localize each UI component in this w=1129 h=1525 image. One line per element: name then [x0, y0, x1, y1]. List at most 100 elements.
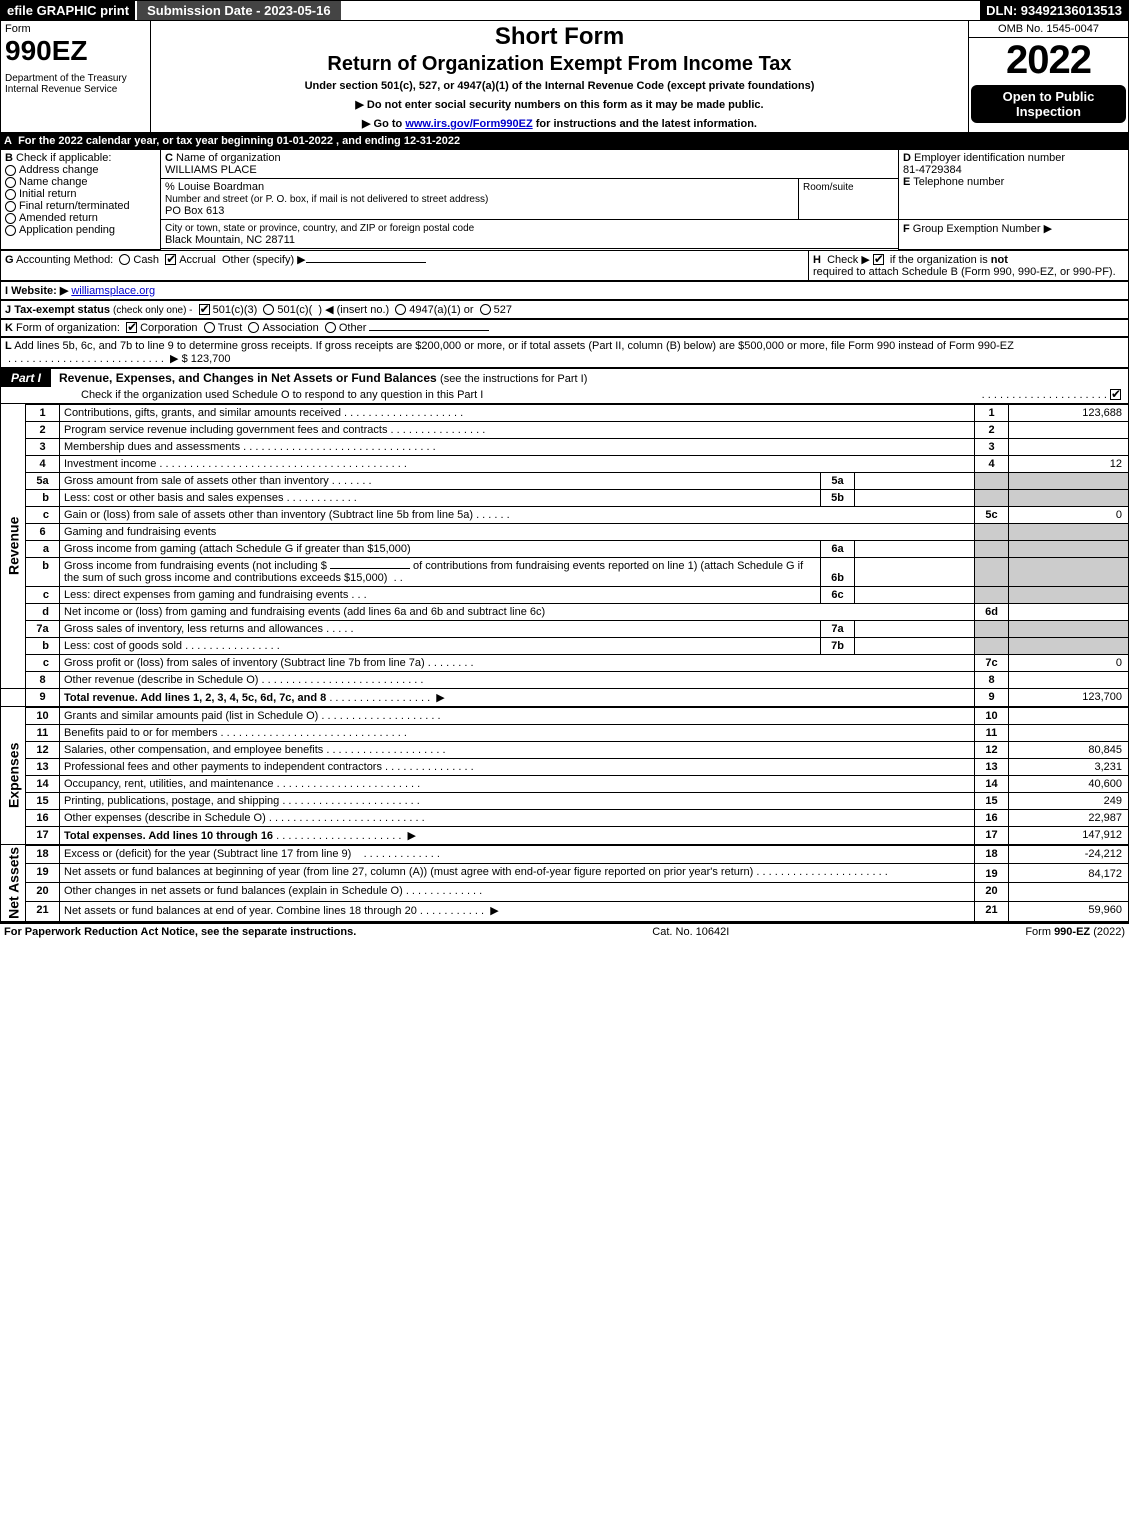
ln-1: 1 — [26, 404, 60, 421]
other-org-input[interactable] — [369, 330, 489, 331]
chk-501c3[interactable] — [199, 304, 210, 315]
mn-6a: 6a — [821, 540, 855, 557]
val-9: 123,700 — [1009, 688, 1129, 707]
ln-6d: d — [26, 603, 60, 620]
val-1: 123,688 — [1009, 404, 1129, 421]
desc-6: Gaming and fundraising events — [64, 526, 216, 538]
desc-8: Other revenue (describe in Schedule O) — [64, 674, 258, 686]
revenue-label: Revenue — [1, 404, 26, 688]
j-label: Tax-exempt status — [14, 304, 110, 316]
chk-name-change[interactable] — [5, 177, 16, 188]
desc-9: Total revenue. Add lines 1, 2, 3, 4, 5c,… — [64, 692, 326, 704]
desc-12: Salaries, other compensation, and employ… — [64, 744, 323, 756]
care-of: % Louise Boardman — [165, 181, 264, 193]
chk-501c[interactable] — [263, 304, 274, 315]
mv-6a — [855, 540, 975, 557]
mn-6c: 6c — [821, 586, 855, 603]
desc-6d: Net income or (loss) from gaming and fun… — [64, 606, 545, 618]
desc-14: Occupancy, rent, utilities, and maintena… — [64, 778, 274, 790]
chk-corp[interactable] — [126, 322, 137, 333]
ln-5c: c — [26, 506, 60, 523]
rn-2: 2 — [975, 421, 1009, 438]
opt-application-pending: Application pending — [19, 224, 115, 236]
chk-accrual[interactable] — [165, 254, 176, 265]
opt-name-change: Name change — [19, 176, 88, 188]
ln-6a: a — [26, 540, 60, 557]
efile-label[interactable]: efile GRAPHIC print — [1, 1, 135, 20]
page-footer: For Paperwork Reduction Act Notice, see … — [0, 922, 1129, 940]
ln-12: 12 — [26, 741, 60, 758]
opt-corp: Corporation — [140, 322, 197, 334]
desc-6b-1: Gross income from fundraising events (no… — [64, 560, 327, 572]
i-label: Website: ▶ — [11, 285, 68, 297]
mv-6c — [855, 586, 975, 603]
dln-label: DLN: 93492136013513 — [980, 1, 1128, 20]
chk-assoc[interactable] — [248, 322, 259, 333]
opt-other-org: Other — [339, 322, 367, 334]
ln-18: 18 — [26, 845, 60, 864]
room-label: Room/suite — [803, 182, 854, 193]
footer-mid: Cat. No. 10642I — [652, 926, 729, 938]
val-20 — [1009, 883, 1129, 902]
opt-final-return: Final return/terminated — [19, 200, 130, 212]
chk-schedule-o-part1[interactable] — [1110, 389, 1121, 400]
ein-value: 81-4729384 — [903, 164, 962, 176]
mn-5a: 5a — [821, 472, 855, 489]
gross-receipts: 123,700 — [191, 353, 231, 365]
opt-address-change: Address change — [19, 164, 99, 176]
chk-527[interactable] — [480, 304, 491, 315]
street-value: PO Box 613 — [165, 205, 224, 217]
rn-7c: 7c — [975, 654, 1009, 671]
other-method-input[interactable] — [306, 262, 426, 263]
mv-7a — [855, 620, 975, 637]
opt-initial-return: Initial return — [19, 188, 76, 200]
desc-20: Other changes in net assets or fund bala… — [64, 885, 403, 897]
ln-7b: b — [26, 637, 60, 654]
opt-accrual: Accrual — [179, 254, 216, 266]
part1-checkline: Check if the organization used Schedule … — [81, 389, 483, 401]
tax-year: 2022 — [969, 38, 1128, 83]
rn-19: 19 — [975, 864, 1009, 883]
chk-initial-return[interactable] — [5, 189, 16, 200]
desc-5a: Gross amount from sale of assets other t… — [64, 475, 329, 487]
rn-3: 3 — [975, 438, 1009, 455]
form-header: Form 990EZ Department of the Treasury In… — [0, 21, 1129, 133]
website-link[interactable]: williamsplace.org — [71, 285, 155, 297]
desc-7a: Gross sales of inventory, less returns a… — [64, 623, 323, 635]
desc-7c: Gross profit or (loss) from sales of inv… — [64, 657, 425, 669]
6b-blank[interactable] — [330, 568, 410, 569]
city-label: City or town, state or province, country… — [165, 223, 474, 234]
netassets-label: Net Assets — [1, 845, 26, 922]
irs-link[interactable]: www.irs.gov/Form990EZ — [405, 118, 532, 130]
expenses-label: Expenses — [1, 707, 26, 845]
rn-9: 9 — [975, 688, 1009, 707]
chk-cash[interactable] — [119, 254, 130, 265]
ln-4: 4 — [26, 455, 60, 472]
opt-501c-post: ) ◀ (insert no.) — [318, 304, 389, 316]
opt-501c3: 501(c)(3) — [213, 304, 258, 316]
rn-11: 11 — [975, 724, 1009, 741]
desc-18: Excess or (deficit) for the year (Subtra… — [64, 848, 351, 860]
desc-10: Grants and similar amounts paid (list in… — [64, 710, 318, 722]
ln-3: 3 — [26, 438, 60, 455]
chk-address-change[interactable] — [5, 165, 16, 176]
chk-trust[interactable] — [204, 322, 215, 333]
chk-amended-return[interactable] — [5, 213, 16, 224]
mn-5b: 5b — [821, 489, 855, 506]
top-bar: efile GRAPHIC print Submission Date - 20… — [0, 0, 1129, 21]
desc-13: Professional fees and other payments to … — [64, 761, 382, 773]
mv-5a — [855, 472, 975, 489]
desc-11: Benefits paid to or for members — [64, 727, 217, 739]
goto-pre: ▶ Go to — [362, 118, 405, 130]
opt-assoc: Association — [262, 322, 318, 334]
chk-final-return[interactable] — [5, 201, 16, 212]
ln-19: 19 — [26, 864, 60, 883]
chk-4947[interactable] — [395, 304, 406, 315]
footer-right-bold: 990-EZ — [1054, 926, 1090, 938]
chk-application-pending[interactable] — [5, 225, 16, 236]
desc-15: Printing, publications, postage, and shi… — [64, 795, 279, 807]
chk-other-org[interactable] — [325, 322, 336, 333]
desc-2: Program service revenue including govern… — [64, 424, 387, 436]
val-7c: 0 — [1009, 654, 1129, 671]
chk-schedule-b[interactable] — [873, 254, 884, 265]
